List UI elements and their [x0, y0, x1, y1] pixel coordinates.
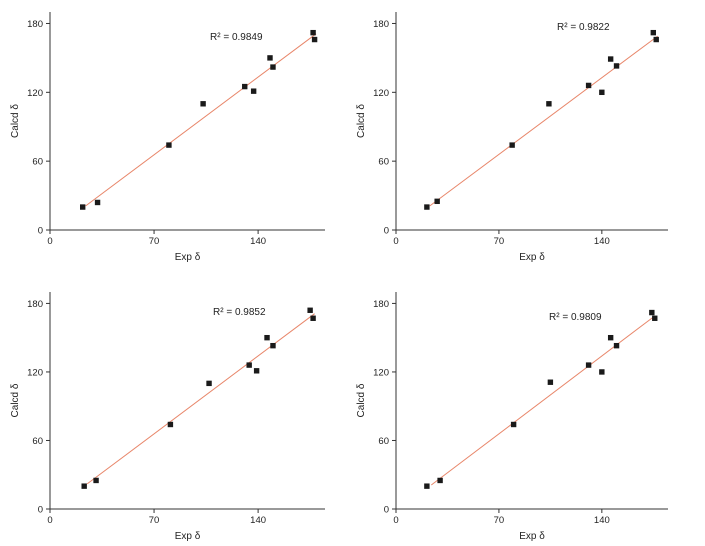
- data-point: [547, 379, 554, 385]
- y-tick-label: 180: [373, 299, 389, 310]
- data-point: [200, 101, 206, 107]
- y-tick-label: 120: [373, 367, 389, 378]
- data-point: [652, 315, 658, 321]
- data-point: [510, 421, 517, 428]
- data-point: [613, 63, 620, 69]
- data-point: [585, 82, 592, 89]
- r2-annotation: R² = 0.9822: [557, 22, 610, 33]
- x-tick-label: 0: [393, 515, 398, 526]
- x-tick-label: 0: [47, 515, 52, 526]
- y-tick-label: 60: [378, 157, 389, 168]
- y-axis-title: Calcd δ: [10, 383, 21, 417]
- x-axis-title: Exp δ: [519, 531, 545, 542]
- r2-annotation: R² = 0.9849: [210, 32, 263, 43]
- data-point: [653, 36, 659, 43]
- data-point: [424, 204, 430, 210]
- data-point: [311, 36, 318, 43]
- data-point: [585, 362, 592, 368]
- x-tick-label: 0: [47, 236, 52, 247]
- y-axis-title: Calcd δ: [10, 104, 21, 138]
- data-point: [424, 483, 430, 489]
- data-point: [80, 204, 86, 210]
- data-point: [607, 334, 614, 341]
- data-point: [607, 56, 614, 62]
- data-point: [242, 83, 248, 90]
- data-point: [650, 29, 656, 36]
- data-point: [613, 342, 620, 349]
- x-tick-label: 70: [494, 515, 505, 526]
- data-point: [81, 483, 87, 489]
- x-tick-label: 70: [149, 515, 160, 526]
- y-tick-label: 60: [32, 157, 43, 168]
- y-tick-label: 60: [32, 436, 43, 447]
- x-tick-label: 140: [594, 515, 610, 526]
- data-point: [250, 88, 257, 94]
- data-point: [267, 55, 273, 61]
- x-tick-label: 140: [250, 515, 266, 526]
- y-axis-title: Calcd δ: [356, 104, 367, 138]
- chart-panel-3: 0 70 140 0 60 120 180 Exp δ Calcd δ R² = 0.9852: [10, 292, 325, 542]
- trend-line: [86, 313, 315, 485]
- r2-annotation: R² = 0.9809: [549, 312, 602, 323]
- x-tick-label: 0: [393, 236, 398, 247]
- trend-line: [85, 33, 317, 207]
- data-point: [546, 101, 552, 107]
- y-tick-label: 120: [373, 88, 389, 99]
- y-tick-label: 0: [384, 505, 389, 516]
- data-point: [599, 89, 605, 96]
- data-point: [166, 142, 172, 148]
- y-tick-label: 180: [27, 299, 43, 310]
- r2-annotation: R² = 0.9852: [213, 307, 266, 318]
- x-tick-label: 140: [250, 236, 266, 247]
- data-point: [167, 421, 174, 428]
- data-point: [270, 342, 276, 349]
- data-point: [310, 29, 316, 36]
- trend-line: [430, 315, 656, 486]
- data-point: [310, 315, 316, 321]
- y-tick-label: 180: [27, 19, 43, 30]
- y-tick-label: 180: [373, 19, 389, 30]
- data-point: [206, 380, 212, 387]
- data-point: [253, 368, 260, 374]
- data-point: [437, 477, 443, 484]
- data-point: [509, 142, 515, 148]
- data-point: [599, 369, 605, 375]
- y-axis-title: Calcd δ: [356, 383, 367, 417]
- x-tick-label: 70: [494, 236, 505, 247]
- chart-panel-4: 0 70 140 0 60 120 180 Exp δ Calcd δ R² = 0.9809: [356, 292, 668, 542]
- chart-panel-2: 0 70 140 0 60 120 180 Exp δ Calcd δ R² = 0.9822: [356, 12, 668, 263]
- x-axis-title: Exp δ: [519, 252, 545, 263]
- y-tick-label: 0: [38, 226, 43, 237]
- x-axis-title: Exp δ: [175, 531, 201, 542]
- y-tick-label: 0: [38, 505, 43, 516]
- data-point: [649, 309, 655, 316]
- data-point: [94, 199, 101, 206]
- data-point: [93, 477, 99, 484]
- data-point: [264, 334, 270, 341]
- y-tick-label: 60: [378, 436, 389, 447]
- x-tick-label: 70: [149, 236, 160, 247]
- y-tick-label: 120: [27, 88, 43, 99]
- trend-line: [429, 35, 659, 207]
- data-point: [434, 198, 440, 205]
- chart-panel-1: 0 70 140 0 60 120 180 Exp δ Calcd δ R² = 0.9849: [10, 12, 325, 263]
- x-tick-label: 140: [594, 236, 610, 247]
- y-tick-label: 0: [384, 226, 389, 237]
- data-point: [270, 64, 276, 70]
- x-axis-title: Exp δ: [175, 252, 201, 263]
- y-tick-label: 120: [27, 367, 43, 378]
- data-point: [246, 362, 252, 368]
- data-point: [307, 307, 313, 313]
